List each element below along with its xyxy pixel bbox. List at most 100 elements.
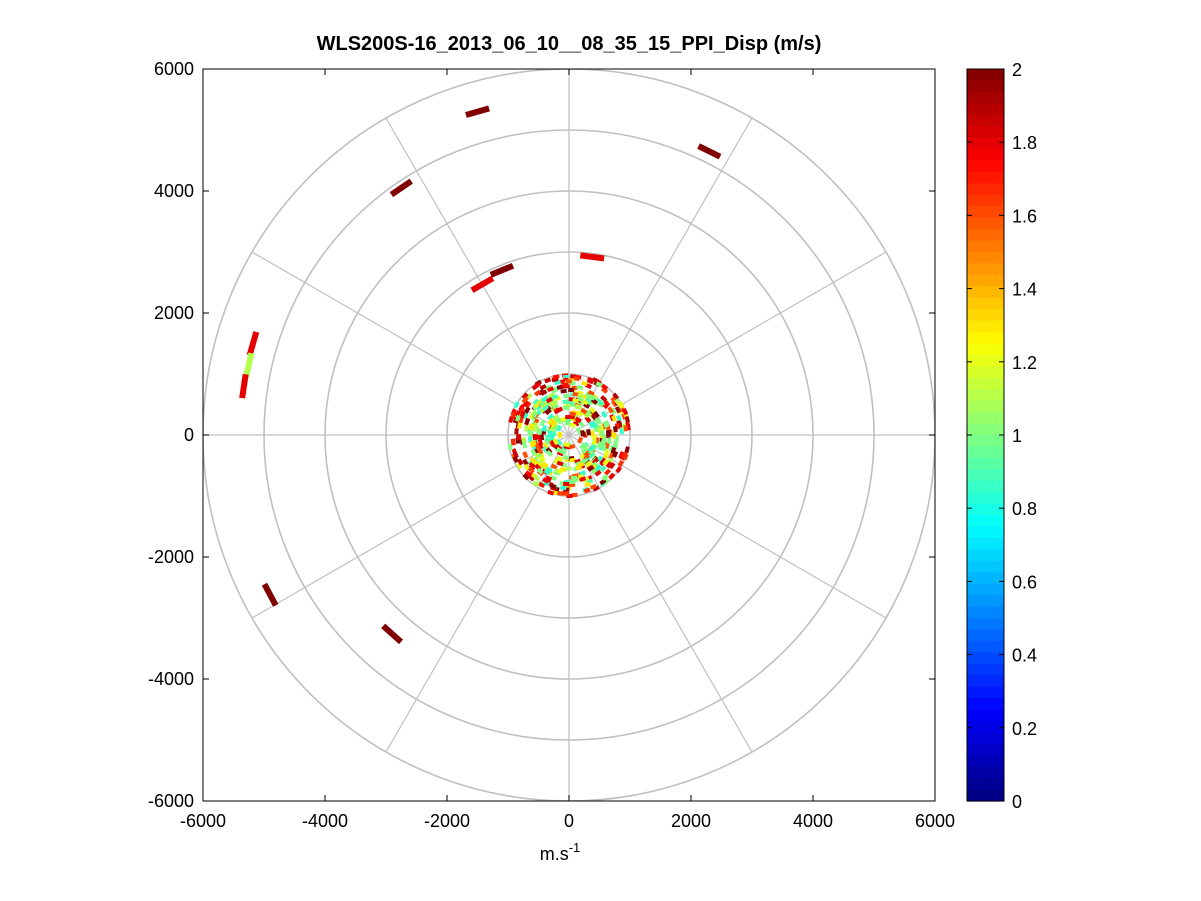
near-field-cell [623,425,629,432]
near-field-cell [563,491,570,496]
near-field-cell [597,441,603,449]
near-field-cell [576,410,584,417]
near-field-cell [546,450,554,458]
y-tick-label: 2000 [154,303,194,323]
near-field-cell [595,381,603,388]
colorbar-swatch [967,229,1004,242]
near-field-cell [538,400,546,408]
near-field-cell [569,457,576,463]
y-tick-label: 6000 [154,59,194,79]
near-field-cell [608,452,615,460]
x-axis-label-exponent: -1 [569,840,581,855]
colorbar-swatch [967,149,1004,162]
colorbar-tick-label: 0.4 [1012,646,1037,666]
near-field-cell [524,406,531,414]
near-field-cell [590,430,595,437]
near-field-cell [622,408,629,416]
near-field-cell [542,441,549,450]
data-segment [381,623,404,645]
near-field-cell [586,429,591,436]
colorbar-swatch [967,789,1004,802]
near-field-cell [591,421,598,429]
near-field-cell [541,445,549,454]
near-field-cell [588,451,596,459]
colorbar-swatch [967,80,1004,93]
near-field-cell [603,468,612,476]
y-tick-label: 4000 [154,181,194,201]
near-field-cell [564,420,571,426]
data-segment [697,143,722,160]
colorbar-swatch [967,583,1004,596]
near-field-cell [588,406,596,414]
near-field-cell [577,436,584,444]
colorbar-swatch [967,183,1004,196]
near-field-cell [547,417,555,426]
near-field-cell [549,483,557,489]
x-tick-label: -4000 [302,811,348,831]
colorbar-swatch [967,446,1004,459]
near-field-cell [579,442,587,450]
near-field-cell [557,490,564,496]
near-field-cell [512,455,519,464]
near-field-cell [565,466,572,471]
colorbar-swatch [967,423,1004,436]
near-field-cell [600,383,609,391]
near-field-cell [613,425,618,433]
near-field-cell [552,374,560,380]
colorbar-swatch [967,732,1004,745]
colorbar-swatch [967,618,1004,631]
near-field-cell [527,466,535,474]
near-field-cell [510,411,517,419]
near-field-cell [545,466,553,474]
near-field-cell [605,461,613,469]
near-field-cell [612,450,619,458]
near-field-cell [592,410,600,419]
colorbar-swatch [967,114,1004,127]
near-field-cell [570,475,578,481]
near-field-cell [562,399,569,404]
colorbar-swatch [967,515,1004,528]
near-field-cell [541,395,549,403]
near-field-cell [621,451,628,459]
near-field-cell [539,419,546,427]
colorbar-tick-label: 0.2 [1012,719,1037,739]
near-field-cell [532,480,540,488]
near-field-cell [550,463,558,470]
near-field-cell [601,410,608,418]
near-field-cell [617,459,625,468]
near-field-cell [600,430,605,437]
near-field-cell [601,473,609,481]
colorbar-swatch [967,709,1004,722]
near-field-cell [527,436,533,443]
near-field-cell [522,441,528,449]
near-field-cell [533,452,541,460]
colorbar-tick-label: 1 [1012,426,1022,446]
data-segment [489,262,515,278]
near-field-cell [512,451,519,459]
colorbar-swatch [967,698,1004,711]
colorbar-tick-label: 2 [1012,60,1022,80]
y-tick-label: -4000 [148,669,194,689]
near-field-cell [584,460,593,468]
near-field-cell [545,384,553,391]
near-field-cell [543,468,551,476]
near-field-cell [608,472,616,480]
x-tick-label: 6000 [915,811,955,831]
near-field-cell [562,481,570,487]
near-field-cell [585,396,593,404]
near-field-cell [538,455,546,463]
near-field-cell [597,399,605,407]
colorbar-swatch [967,549,1004,562]
colorbar-swatch [967,560,1004,573]
near-field-cell [600,395,608,403]
colorbar-swatch [967,457,1004,470]
near-field-cell [565,379,572,384]
near-field-cell [563,393,570,399]
colorbar-swatch [967,720,1004,733]
colorbar-swatch [967,252,1004,265]
near-field-cell [600,386,609,394]
near-field-cell [603,449,610,457]
near-field-cell [562,405,570,411]
near-field-cell [579,476,587,482]
near-field-cell [507,443,513,451]
